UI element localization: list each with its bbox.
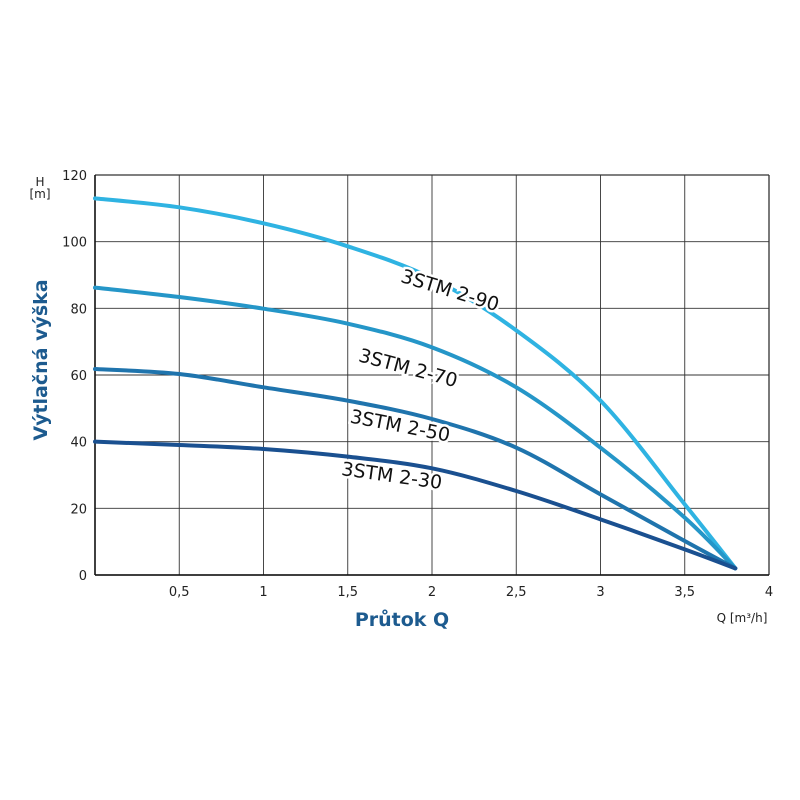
series-line [93,367,738,571]
curves [93,196,738,571]
series-line [93,285,738,571]
x-tick-label: 1,5 [337,585,358,600]
y-tick-label: 120 [62,169,87,184]
grid [94,174,770,576]
x-tick-label: 2 [428,585,436,600]
x-tick-label: 0,5 [169,585,190,600]
y-unit-bottom: [m] [29,187,50,201]
y-tick-label: 0 [79,569,87,584]
series-line [93,439,738,571]
x-axis-title: Průtok Q [355,608,449,631]
x-unit-label: Q [m³/h] [717,611,768,625]
y-tick-label: 40 [70,436,87,451]
y-tick-label: 80 [70,302,87,317]
x-tick-label: 3,5 [674,585,695,600]
y-axis-title: Výtlačná výška [30,279,52,440]
series-line [93,196,738,571]
x-tick-label: 2,5 [506,585,527,600]
x-tick-label: 3 [596,585,604,600]
y-tick-label: 60 [70,369,87,384]
y-unit-top: H [35,175,44,189]
y-tick-label: 20 [70,502,87,517]
y-tick-label: 100 [62,236,87,251]
x-tick-label: 1 [259,585,267,600]
x-tick-label: 4 [765,585,773,600]
